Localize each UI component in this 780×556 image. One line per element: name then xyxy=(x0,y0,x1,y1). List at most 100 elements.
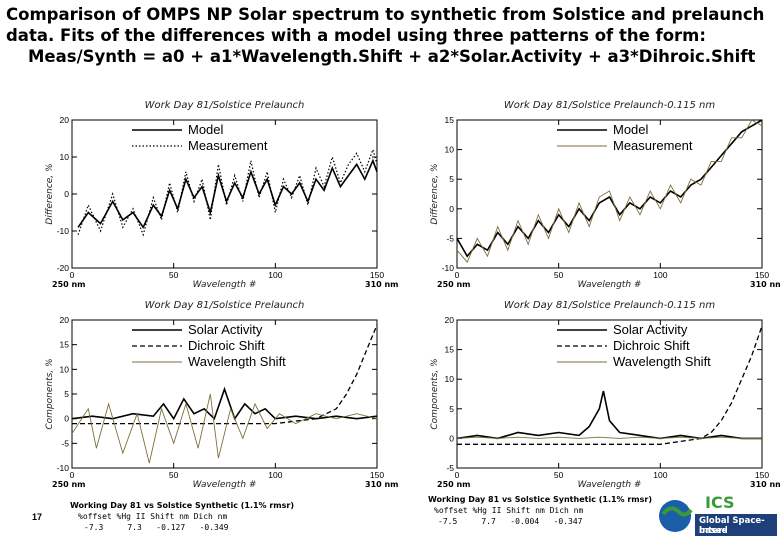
series-line xyxy=(457,325,763,445)
legend-label: Wavelength Shift xyxy=(613,354,711,369)
range-left-label: 250 nm xyxy=(437,280,471,289)
x-tick-label: 0 xyxy=(455,470,460,480)
y-tick-label: 20 xyxy=(445,315,455,325)
series-line xyxy=(77,158,378,229)
chart-title: Work Day 81/Solstice Prelaunch xyxy=(145,100,305,111)
legend-label: Model xyxy=(613,122,649,137)
footer-heading: Working Day 81 vs Solstice Synthetic (1.… xyxy=(428,495,652,504)
series-line xyxy=(77,147,378,237)
legend-label: Model xyxy=(188,122,224,137)
x-axis-label: Wavelength # xyxy=(193,280,257,290)
range-right-label: 310 nm xyxy=(750,480,780,489)
x-tick-label: 50 xyxy=(169,270,179,280)
series-line xyxy=(456,390,762,440)
svg-text:ICS: ICS xyxy=(705,493,735,512)
y-tick-label: -10 xyxy=(57,226,70,236)
footer-heading: Working Day 81 vs Solstice Synthetic (1.… xyxy=(70,501,294,510)
chart-top-left: Work Day 81/Solstice Prelaunch Wavelength… xyxy=(10,96,399,296)
title-line-2: data. Fits of the differences with a mod… xyxy=(6,26,706,45)
x-axis-label: Wavelength # xyxy=(193,480,257,490)
chart-svg: Work Day 81/Solstice Prelaunch-0.115 nm W… xyxy=(430,100,780,290)
x-tick-label: 0 xyxy=(70,470,75,480)
chart-title: Work Day 81/Solstice Prelaunch-0.115 nm xyxy=(504,100,716,111)
x-tick-label: 150 xyxy=(755,470,769,480)
y-tick-label: -10 xyxy=(442,263,455,273)
series-line xyxy=(71,386,378,421)
range-left-label: 250 nm xyxy=(437,480,471,489)
y-tick-label: 20 xyxy=(60,315,70,325)
x-tick-label: 100 xyxy=(653,270,667,280)
y-tick-label: 15 xyxy=(60,340,70,350)
logo-text-2: Inter-Calibration System xyxy=(699,526,752,556)
y-tick-label: 10 xyxy=(445,145,455,155)
x-axis-label: Wavelength # xyxy=(578,280,642,290)
y-tick-label: 10 xyxy=(60,364,70,374)
y-axis-label: Difference, % xyxy=(45,163,55,224)
chart-top-right: Work Day 81/Solstice Prelaunch-0.115 nm W… xyxy=(395,96,780,296)
x-tick-label: 50 xyxy=(554,470,564,480)
y-axis-label: Components, % xyxy=(430,358,440,429)
series-line xyxy=(71,393,378,464)
x-tick-label: 150 xyxy=(370,270,384,280)
range-left-label: 250 nm xyxy=(52,480,86,489)
x-tick-label: 50 xyxy=(169,470,179,480)
legend-label: Dichroic Shift xyxy=(188,338,265,353)
y-tick-label: 0 xyxy=(449,204,454,214)
title-line-1: Comparison of OMPS NP Solar spectrum to … xyxy=(6,5,765,24)
y-tick-label: -5 xyxy=(446,233,454,243)
y-tick-label: 20 xyxy=(60,115,70,125)
y-tick-label: 10 xyxy=(60,152,70,162)
slide-title: Comparison of OMPS NP Solar spectrum to … xyxy=(6,4,776,67)
chart-svg: Work Day 81/Solstice Prelaunch Wavelength… xyxy=(45,100,399,290)
footer-columns: %offset %Hg II Shift nm Dich nm xyxy=(434,506,584,515)
logo-text-1: Global Space-based xyxy=(699,516,765,536)
plot-frame xyxy=(456,119,763,269)
footer-right: Working Day 81 vs Solstice Synthetic (1.… xyxy=(428,494,652,527)
series-line xyxy=(72,324,378,425)
x-tick-label: 150 xyxy=(755,270,769,280)
legend-label: Wavelength Shift xyxy=(188,354,286,369)
range-right-label: 310 nm xyxy=(365,280,399,289)
x-tick-label: 100 xyxy=(653,470,667,480)
chart-title: Work Day 81/Solstice Prelaunch-0.115 nm xyxy=(504,300,716,311)
series-line xyxy=(456,119,763,263)
footer-values: -7.5 7.7 -0.004 -0.347 xyxy=(438,517,583,526)
x-axis-label: Wavelength # xyxy=(578,480,642,490)
y-tick-label: 5 xyxy=(449,174,454,184)
y-axis-label: Components, % xyxy=(45,358,55,429)
page-number: 17 xyxy=(32,512,43,522)
chart-svg: Work Day 81/Solstice Prelaunch-0.115 nm W… xyxy=(430,300,780,490)
x-tick-label: 100 xyxy=(268,470,282,480)
legend-label: Measurement xyxy=(188,138,268,153)
x-tick-label: 0 xyxy=(455,270,460,280)
series-line xyxy=(456,119,763,258)
chart-svg: Work Day 81/Solstice Prelaunch Wavelength… xyxy=(45,300,399,490)
footer-values: -7.3 7.3 -0.127 -0.349 xyxy=(84,523,229,532)
x-tick-label: 150 xyxy=(370,470,384,480)
x-tick-label: 50 xyxy=(554,270,564,280)
title-line-3: Meas/Synth = a0 + a1*Wavelength.Shift + … xyxy=(28,47,756,66)
y-tick-label: 15 xyxy=(445,345,455,355)
y-tick-label: -10 xyxy=(57,463,70,473)
range-right-label: 310 nm xyxy=(365,480,399,489)
legend-label: Measurement xyxy=(613,138,693,153)
range-right-label: 310 nm xyxy=(750,280,780,289)
legend-label: Dichroic Shift xyxy=(613,338,690,353)
series-line xyxy=(456,436,762,439)
footer-columns: %offset %Hg II Shift nm Dich nm xyxy=(78,512,228,521)
y-tick-label: 5 xyxy=(449,404,454,414)
y-tick-label: 5 xyxy=(64,389,69,399)
chart-bottom-right: Work Day 81/Solstice Prelaunch-0.115 nm W… xyxy=(395,296,780,496)
x-tick-label: 100 xyxy=(268,270,282,280)
y-tick-label: 0 xyxy=(449,433,454,443)
footer-left: Working Day 81 vs Solstice Synthetic (1.… xyxy=(70,500,294,533)
y-tick-label: -5 xyxy=(61,438,69,448)
y-tick-label: 15 xyxy=(445,115,455,125)
chart-title: Work Day 81/Solstice Prelaunch xyxy=(145,300,305,311)
y-tick-label: 10 xyxy=(445,374,455,384)
y-axis-label: Difference, % xyxy=(430,163,440,224)
gsics-logo: ICS Global Space-based Inter-Calibration… xyxy=(655,492,777,556)
legend-label: Solar Activity xyxy=(613,322,688,337)
y-tick-label: 0 xyxy=(64,414,69,424)
legend-label: Solar Activity xyxy=(188,322,263,337)
